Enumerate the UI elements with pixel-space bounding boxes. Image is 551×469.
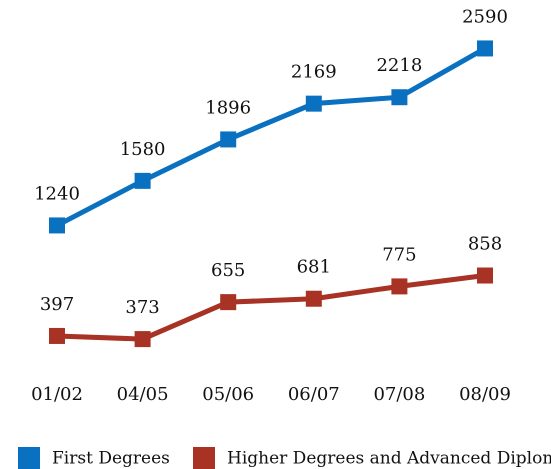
data-label: 1240 [34,183,80,204]
point-marker [220,131,237,148]
x-tick-label: 01/02 [31,384,83,405]
point-marker [49,217,65,234]
legend-swatch [193,447,215,469]
data-label: 775 [382,244,416,265]
point-marker [134,331,151,348]
legend-swatch [18,447,40,469]
point-marker [391,89,408,106]
x-tick-label: 08/09 [459,384,511,405]
data-label: 2590 [462,6,508,27]
series-line [56,273,486,342]
point-marker [305,95,322,112]
point-marker [477,267,493,284]
x-tick-label: 06/07 [288,384,340,405]
data-label: 397 [40,294,74,315]
x-tick-label: 04/05 [117,384,169,405]
point-marker [391,278,408,295]
legend-label: First Degrees [52,449,170,469]
legend-label: Higher Degrees and Advanced Diplomas [227,449,551,469]
point-marker [134,172,151,189]
data-label: 858 [468,234,502,255]
x-tick-label: 07/08 [373,384,425,405]
data-label: 1896 [205,97,251,118]
data-label: 2218 [376,55,422,76]
series-line [55,46,487,228]
data-label: 1580 [120,139,166,160]
point-marker [220,294,237,311]
point-marker [49,327,65,344]
data-label: 2169 [291,62,337,83]
point-marker [305,290,322,307]
x-tick-label: 05/06 [202,384,254,405]
data-label: 681 [297,257,331,278]
point-marker [477,40,493,57]
data-label: 655 [211,260,245,281]
data-label: 373 [125,297,159,318]
